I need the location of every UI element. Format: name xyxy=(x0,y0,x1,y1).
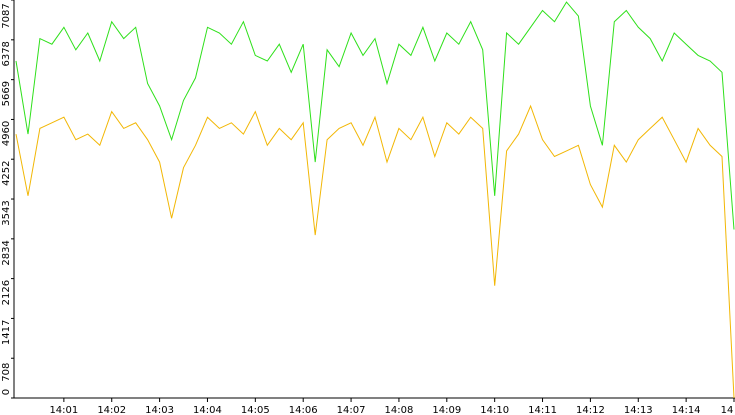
x-tick-label: 14:01 xyxy=(49,405,78,415)
x-tick-label: 14:13 xyxy=(624,405,653,415)
y-tick-label: 2834 xyxy=(1,240,12,265)
x-tick-label: 14:06 xyxy=(289,405,318,415)
x-tick-label: 14:10 xyxy=(480,405,509,415)
x-tick-label: 14:11 xyxy=(528,405,557,415)
y-tick-label: 7087 xyxy=(1,3,12,28)
y-tick-label: 3543 xyxy=(1,200,12,225)
x-tick-label: 14:09 xyxy=(432,405,461,415)
y-tick-label: 708 xyxy=(1,363,12,382)
x-tick-label: 14:03 xyxy=(145,405,174,415)
y-tick-label: 1417 xyxy=(1,320,12,345)
y-tick-label: 4960 xyxy=(1,121,12,146)
series-line xyxy=(15,1,735,230)
y-tick-label: 2126 xyxy=(1,280,12,305)
x-tick-label: 14:14 xyxy=(672,405,701,415)
x-tick-label: 14:02 xyxy=(97,405,126,415)
y-tick-label: 5669 xyxy=(1,81,12,106)
y-tick-label: 6378 xyxy=(1,41,12,66)
x-tick-label: 14:12 xyxy=(576,405,605,415)
x-tick-label: 14:07 xyxy=(337,405,366,415)
series-line xyxy=(15,104,735,399)
y-tick-label: 0 xyxy=(1,389,12,395)
x-tick-label: 14 xyxy=(721,405,734,415)
x-tick-label: 14:05 xyxy=(241,405,270,415)
x-tick-label: 14:04 xyxy=(193,405,222,415)
y-tick-label: 4252 xyxy=(1,160,12,185)
x-tick-label: 14:08 xyxy=(385,405,414,415)
